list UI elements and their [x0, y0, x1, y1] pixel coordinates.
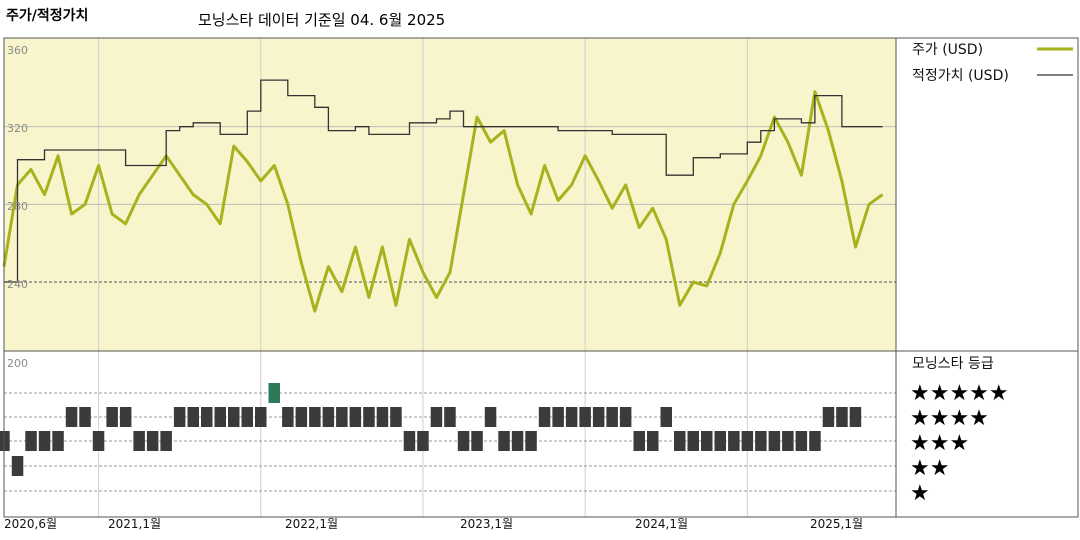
- data-date-subtitle: 모닝스타 데이터 기준일 04. 6월 2025: [198, 11, 445, 29]
- x-tick-label: 2021,1월: [108, 517, 161, 531]
- rating-bar: [336, 407, 348, 427]
- x-tick-label: 2025,1월: [810, 517, 863, 531]
- rating-bar: [795, 431, 808, 451]
- rating-bar: [633, 431, 645, 451]
- rating-bar: [52, 431, 64, 451]
- rating-bar: [552, 407, 564, 427]
- x-tick-label: 2023,1월: [460, 517, 513, 531]
- rating-bar: [268, 383, 280, 403]
- rating-bar: [228, 407, 240, 427]
- rating-bar: [92, 431, 105, 451]
- x-tick-label: 2020,6월: [4, 517, 57, 531]
- rating-bar: [173, 407, 186, 427]
- y-tick-label: 280: [7, 200, 28, 213]
- rating-bar: [417, 431, 429, 451]
- y-tick-label: 320: [7, 122, 28, 135]
- rating-bar: [565, 407, 578, 427]
- rating-bar: [714, 431, 726, 451]
- x-tick-label: 2024,1월: [635, 517, 688, 531]
- rating-bar: [444, 407, 456, 427]
- rating-bar: [133, 431, 145, 451]
- rating-level-5-stars: ★★★★★: [910, 381, 1009, 406]
- chart-title: 주가/적정가치: [6, 7, 88, 24]
- rating-bar: [363, 407, 375, 427]
- rating-bar: [647, 431, 659, 451]
- rating-bar: [849, 407, 862, 427]
- rating-bar: [11, 456, 24, 476]
- rating-bar: [484, 407, 497, 427]
- rating-bar: [390, 407, 402, 427]
- rating-bar: [741, 431, 754, 451]
- rating-bar: [255, 407, 267, 427]
- rating-bar: [322, 407, 335, 427]
- rating-bar: [674, 431, 686, 451]
- rating-bar: [782, 431, 794, 451]
- price-series: [2, 79, 884, 313]
- rating-bar: [160, 431, 172, 451]
- rating-bar: [687, 431, 699, 451]
- rating-bar: [809, 431, 821, 451]
- y-tick-label: 360: [7, 44, 28, 57]
- rating-bar: [349, 407, 362, 427]
- chart-frame: [3, 37, 1079, 518]
- rating-bar: [525, 431, 537, 451]
- rating-bar: [38, 431, 51, 451]
- rating-bar: [728, 431, 740, 451]
- rating-bar: [430, 407, 443, 427]
- rating-bar: [768, 431, 781, 451]
- rating-bar: [511, 431, 524, 451]
- rating-bar: [822, 407, 835, 427]
- series-line-price: [2, 90, 884, 313]
- rating-bar: [79, 407, 91, 427]
- rating-bar: [403, 431, 416, 451]
- rating-bar: [755, 431, 767, 451]
- rating-bar: [241, 407, 253, 427]
- x-tick-label: 2022,1월: [285, 517, 338, 531]
- rating-bar: [538, 407, 551, 427]
- rating-bar: [471, 431, 483, 451]
- rating-bar: [201, 407, 213, 427]
- y-tick-label: 240: [7, 278, 28, 291]
- rating-bar: [65, 407, 78, 427]
- rating-bar: [376, 407, 389, 427]
- rating-level-2-stars: ★★: [910, 456, 949, 481]
- rating-bar: [146, 431, 159, 451]
- rating-level-3-stars: ★★★: [910, 431, 969, 456]
- series-line-fair-value: [4, 79, 883, 283]
- rating-legend-title: 모닝스타 등급: [912, 356, 994, 372]
- rating-bar: [579, 407, 591, 427]
- rating-bars: [0, 383, 862, 476]
- rating-bar: [0, 431, 10, 451]
- rating-bar: [119, 407, 132, 427]
- rating-level-1-star: ★: [910, 481, 930, 506]
- rating-bar: [660, 407, 672, 427]
- legend-label-fair-value: 적정가치 (USD): [912, 68, 1009, 84]
- rating-bar: [25, 431, 37, 451]
- legend-label-price: 주가 (USD): [912, 42, 983, 58]
- rating-bar: [619, 407, 632, 427]
- rating-bar: [295, 407, 308, 427]
- rating-bar: [214, 407, 226, 427]
- rating-bar: [187, 407, 199, 427]
- rating-bar: [106, 407, 118, 427]
- rating-bar: [701, 431, 713, 451]
- rating-bar: [606, 407, 618, 427]
- y-tick-label: 200: [7, 357, 28, 370]
- rating-bar: [836, 407, 848, 427]
- rating-level-4-stars: ★★★★: [910, 406, 989, 431]
- rating-bar: [498, 431, 510, 451]
- rating-bar: [592, 407, 605, 427]
- rating-bar: [457, 431, 470, 451]
- rating-bar: [309, 407, 321, 427]
- rating-bar: [282, 407, 294, 427]
